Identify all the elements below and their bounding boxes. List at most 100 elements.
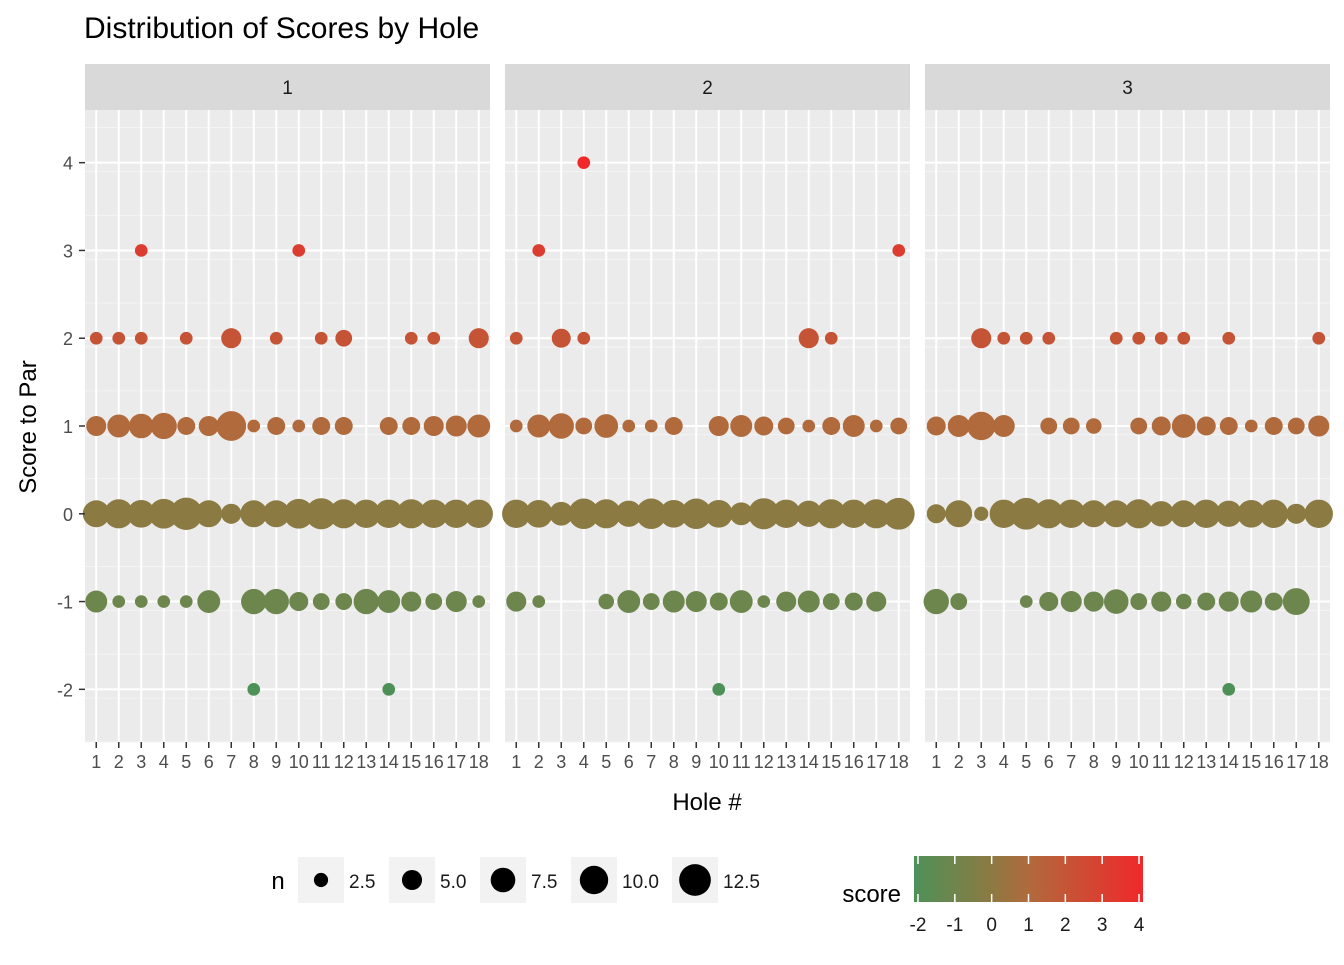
data-point <box>425 593 443 610</box>
y-tick-label: 2 <box>63 329 73 349</box>
x-tick-label: 15 <box>401 752 421 772</box>
data-point <box>772 499 801 528</box>
data-point <box>267 417 286 435</box>
facet-panel-2: 1 2 3 4 5 6 7 8 9 10 11 12 13 14 15 16 17 182 <box>502 64 915 772</box>
data-point <box>967 411 996 441</box>
data-point <box>283 498 314 529</box>
data-point <box>997 331 1011 345</box>
data-point <box>1244 419 1258 433</box>
data-point <box>128 413 154 439</box>
data-point <box>1237 499 1266 528</box>
data-point <box>1264 417 1283 435</box>
x-tick-label: 11 <box>1152 752 1171 772</box>
data-point <box>1177 331 1191 345</box>
data-point <box>352 499 381 528</box>
x-tick-label: 3 <box>136 752 146 772</box>
data-point <box>615 500 642 527</box>
data-point <box>1060 591 1082 613</box>
color-legend-title: score <box>842 881 901 908</box>
data-point <box>945 500 973 528</box>
data-point <box>923 588 949 615</box>
data-point <box>1062 417 1080 435</box>
x-tick-label: 7 <box>1066 752 1076 772</box>
data-point <box>221 503 242 524</box>
data-point <box>1259 499 1288 528</box>
data-point <box>427 331 441 345</box>
data-point <box>1085 418 1102 434</box>
data-point <box>216 411 247 441</box>
size-legend-label: 2.5 <box>349 872 375 893</box>
size-legend-dot <box>313 872 329 888</box>
data-point <box>892 244 906 257</box>
data-point <box>708 415 729 437</box>
data-point <box>1171 414 1196 438</box>
data-point <box>866 591 887 612</box>
data-point <box>509 331 523 345</box>
facet-strip-label: 3 <box>1122 78 1133 99</box>
x-axis-label: Hole # <box>672 789 742 816</box>
data-point <box>617 590 641 614</box>
x-tick-label: 7 <box>646 752 656 772</box>
data-point <box>662 590 685 613</box>
data-point <box>575 417 593 435</box>
data-point <box>798 328 819 349</box>
data-point <box>1282 588 1310 616</box>
data-point <box>107 414 131 438</box>
size-legend-dot <box>679 864 711 896</box>
data-point <box>198 415 219 437</box>
x-tick-label: 17 <box>866 752 886 772</box>
data-point <box>664 417 683 435</box>
data-point <box>241 588 267 615</box>
data-point <box>842 415 865 437</box>
color-legend-label: -1 <box>946 915 963 936</box>
x-tick-label: 10 <box>709 752 729 772</box>
x-tick-label: 2 <box>954 752 964 772</box>
size-legend-label: 7.5 <box>531 872 557 893</box>
x-tick-label: 15 <box>1241 752 1261 772</box>
x-tick-label: 3 <box>556 752 566 772</box>
data-point <box>824 331 838 345</box>
data-point <box>247 682 261 696</box>
data-point <box>1039 592 1059 612</box>
color-legend-label: 4 <box>1134 915 1145 936</box>
color-legend-label: 1 <box>1023 915 1034 936</box>
data-point <box>1240 590 1263 613</box>
data-point <box>681 498 712 530</box>
data-point <box>263 588 289 615</box>
x-tick-label: 18 <box>469 752 489 772</box>
x-tick-label: 11 <box>312 752 331 772</box>
data-point <box>1124 499 1154 529</box>
data-point <box>636 498 667 530</box>
x-tick-label: 10 <box>289 752 309 772</box>
color-legend-label: -2 <box>910 915 927 936</box>
data-point <box>312 417 331 435</box>
data-point <box>419 499 448 528</box>
data-point <box>712 682 726 696</box>
data-point <box>177 417 196 435</box>
data-point <box>1286 503 1307 524</box>
y-axis: -2 -1 0 1 2 3 4 <box>57 154 85 700</box>
data-point <box>816 499 846 529</box>
data-point <box>1109 331 1123 345</box>
y-tick-label: -1 <box>57 593 73 613</box>
data-point <box>644 419 658 433</box>
data-point <box>1034 499 1064 529</box>
data-point <box>869 419 883 433</box>
data-point <box>989 499 1018 528</box>
facet-strip-label: 1 <box>282 78 293 99</box>
data-point <box>262 500 290 528</box>
data-point <box>292 419 306 433</box>
data-point <box>548 413 574 439</box>
x-tick-label: 13 <box>1196 752 1216 772</box>
data-point <box>795 500 822 527</box>
x-tick-label: 18 <box>1309 752 1329 772</box>
data-point <box>527 414 551 438</box>
data-point <box>802 419 816 433</box>
x-tick-label: 14 <box>379 752 399 772</box>
data-point <box>1010 497 1043 530</box>
data-point <box>221 328 242 349</box>
x-tick-label: 16 <box>844 752 864 772</box>
data-point <box>467 414 491 438</box>
x-tick-label: 16 <box>1264 752 1284 772</box>
